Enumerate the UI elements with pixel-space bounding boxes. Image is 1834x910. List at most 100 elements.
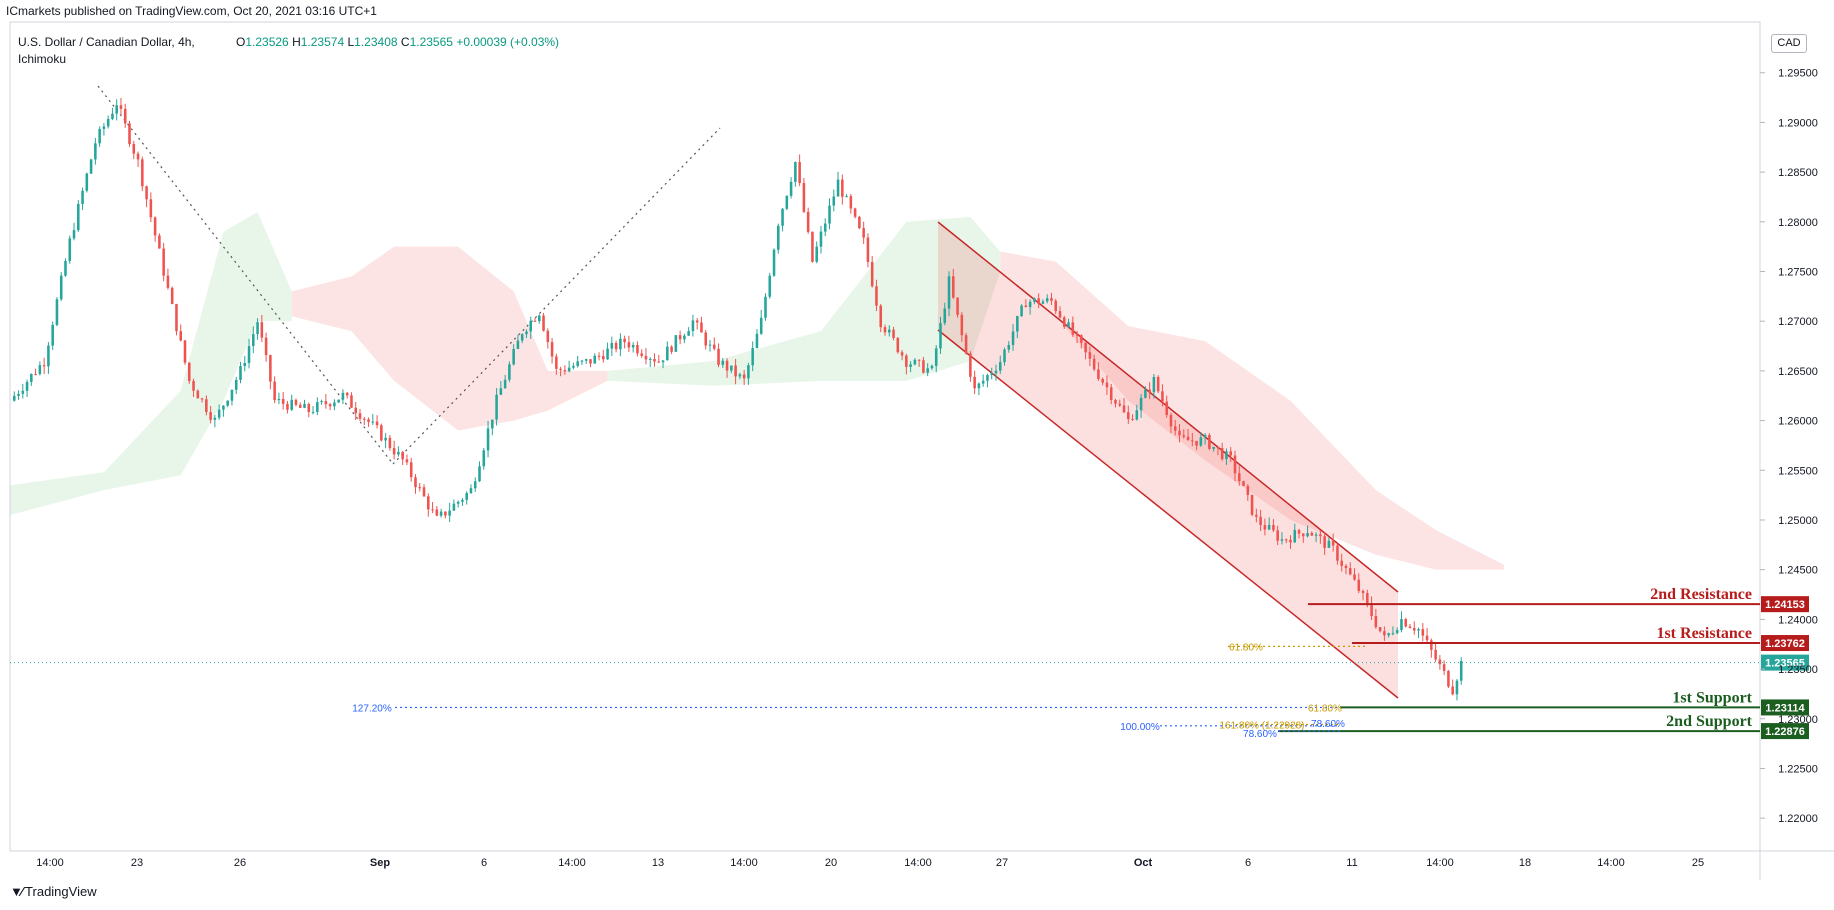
candle-body bbox=[94, 143, 97, 160]
candle-body bbox=[1327, 540, 1331, 548]
time-tick-label: 6 bbox=[1245, 857, 1251, 869]
candle-body bbox=[922, 360, 925, 373]
swing-line bbox=[97, 85, 394, 465]
candle-body bbox=[576, 361, 579, 366]
candle-body bbox=[401, 451, 404, 460]
price-tick-label: 1.25500 bbox=[1778, 465, 1818, 477]
candle-body bbox=[162, 248, 165, 276]
candle-body bbox=[337, 399, 340, 403]
candle-body bbox=[491, 419, 494, 429]
candle-body bbox=[328, 404, 332, 407]
candle-body bbox=[572, 365, 575, 368]
candle-body bbox=[794, 162, 797, 182]
candle-body bbox=[456, 501, 460, 504]
indicator-name[interactable]: Ichimoku bbox=[18, 52, 67, 66]
candle-body bbox=[700, 322, 703, 333]
candle-body bbox=[375, 421, 379, 426]
candle-body bbox=[947, 276, 951, 309]
candle-body bbox=[81, 190, 84, 204]
level-name: 1st Support bbox=[1672, 689, 1752, 706]
candle-body bbox=[222, 405, 225, 410]
candle-body bbox=[482, 450, 486, 467]
candle-body bbox=[358, 413, 362, 419]
tradingview-logo-icon: ▼⁄ bbox=[10, 884, 23, 899]
candle-body bbox=[119, 105, 123, 109]
candle-body bbox=[89, 159, 93, 174]
candle-body bbox=[153, 217, 157, 236]
candle-body bbox=[187, 362, 191, 381]
candle-body bbox=[661, 360, 665, 363]
candle-body bbox=[465, 493, 468, 500]
time-tick-label: 20 bbox=[825, 857, 837, 869]
candle-body bbox=[1152, 376, 1156, 393]
candle-body bbox=[1425, 635, 1429, 641]
swing-lines bbox=[97, 85, 721, 465]
price-tick-label: 1.24000 bbox=[1778, 614, 1818, 626]
fib-label: 61.80% bbox=[1229, 642, 1263, 653]
symbol-title[interactable]: U.S. Dollar / Canadian Dollar, 4h, bbox=[18, 35, 195, 49]
candle-body bbox=[789, 181, 793, 196]
candle-body bbox=[1259, 516, 1262, 526]
candle-body bbox=[1336, 545, 1339, 561]
candle-body bbox=[1323, 536, 1326, 548]
candle-body bbox=[158, 235, 161, 249]
footer-brand[interactable]: ▼⁄ TradingView bbox=[10, 884, 97, 899]
time-tick-label: 14:00 bbox=[730, 857, 758, 869]
currency-badge[interactable]: CAD bbox=[1771, 34, 1807, 53]
candle-body bbox=[1199, 437, 1203, 446]
candle-body bbox=[1297, 530, 1301, 534]
candle-body bbox=[256, 322, 259, 335]
time-axis[interactable]: 14:00 23 26 Sep 6 14:00 13 14:00 20 14:00 27 Oct 6 11… bbox=[36, 857, 1704, 869]
candle-body bbox=[823, 223, 827, 232]
candle-body bbox=[106, 119, 110, 127]
candle-body bbox=[708, 344, 712, 346]
candle-body bbox=[1302, 533, 1305, 537]
candle-body bbox=[670, 346, 673, 352]
candle-body bbox=[341, 392, 345, 400]
candle-body bbox=[354, 407, 358, 414]
candle-body bbox=[768, 275, 772, 297]
candle-body bbox=[1374, 615, 1378, 628]
candle-body bbox=[1280, 539, 1284, 541]
candle-body bbox=[38, 365, 42, 375]
candle-body bbox=[307, 403, 311, 412]
candle-body bbox=[64, 261, 67, 276]
candle-body bbox=[1417, 629, 1420, 631]
fib-label: 127.20% bbox=[352, 703, 392, 714]
channel-fill bbox=[938, 222, 1398, 698]
candle-body bbox=[405, 459, 409, 463]
candle-body bbox=[1387, 633, 1390, 636]
candle-body bbox=[747, 365, 750, 379]
price-tick-label: 1.27500 bbox=[1778, 267, 1818, 279]
fib-label: 161.80% (1.22928) bbox=[1219, 721, 1304, 732]
candle-body bbox=[486, 428, 490, 451]
price-tag bbox=[1761, 699, 1809, 716]
price-tag-label: 1.23565 bbox=[1765, 658, 1805, 670]
close-value: 1.23565 bbox=[409, 35, 453, 49]
fib-label: 61.80% bbox=[1308, 703, 1342, 714]
low-value: 1.23408 bbox=[354, 35, 398, 49]
candle-body bbox=[858, 216, 861, 229]
candle-body bbox=[21, 390, 25, 394]
candle-body bbox=[345, 392, 349, 396]
candle-body bbox=[230, 389, 234, 401]
candle-body bbox=[1139, 397, 1143, 411]
candle-body bbox=[409, 462, 413, 478]
price-tick-label: 1.23500 bbox=[1778, 664, 1818, 676]
candle-body bbox=[422, 487, 426, 497]
candle-body bbox=[734, 365, 737, 377]
candle-body bbox=[785, 195, 789, 209]
candle-body bbox=[875, 286, 878, 306]
candle-body bbox=[1319, 534, 1322, 537]
candle-body bbox=[926, 368, 929, 373]
price-tick-label: 1.26500 bbox=[1778, 366, 1818, 378]
candle-body bbox=[1208, 434, 1211, 449]
candle-body bbox=[1007, 344, 1011, 350]
candle-body bbox=[508, 364, 511, 380]
price-axis[interactable]: 1.22000 1.22500 1.23000 1.23500 1.24000 1.245… bbox=[1760, 68, 1818, 825]
candle-body bbox=[939, 323, 942, 349]
candle-body bbox=[815, 246, 818, 262]
price-tick-label: 1.28500 bbox=[1778, 167, 1818, 179]
candle-body bbox=[712, 344, 716, 349]
